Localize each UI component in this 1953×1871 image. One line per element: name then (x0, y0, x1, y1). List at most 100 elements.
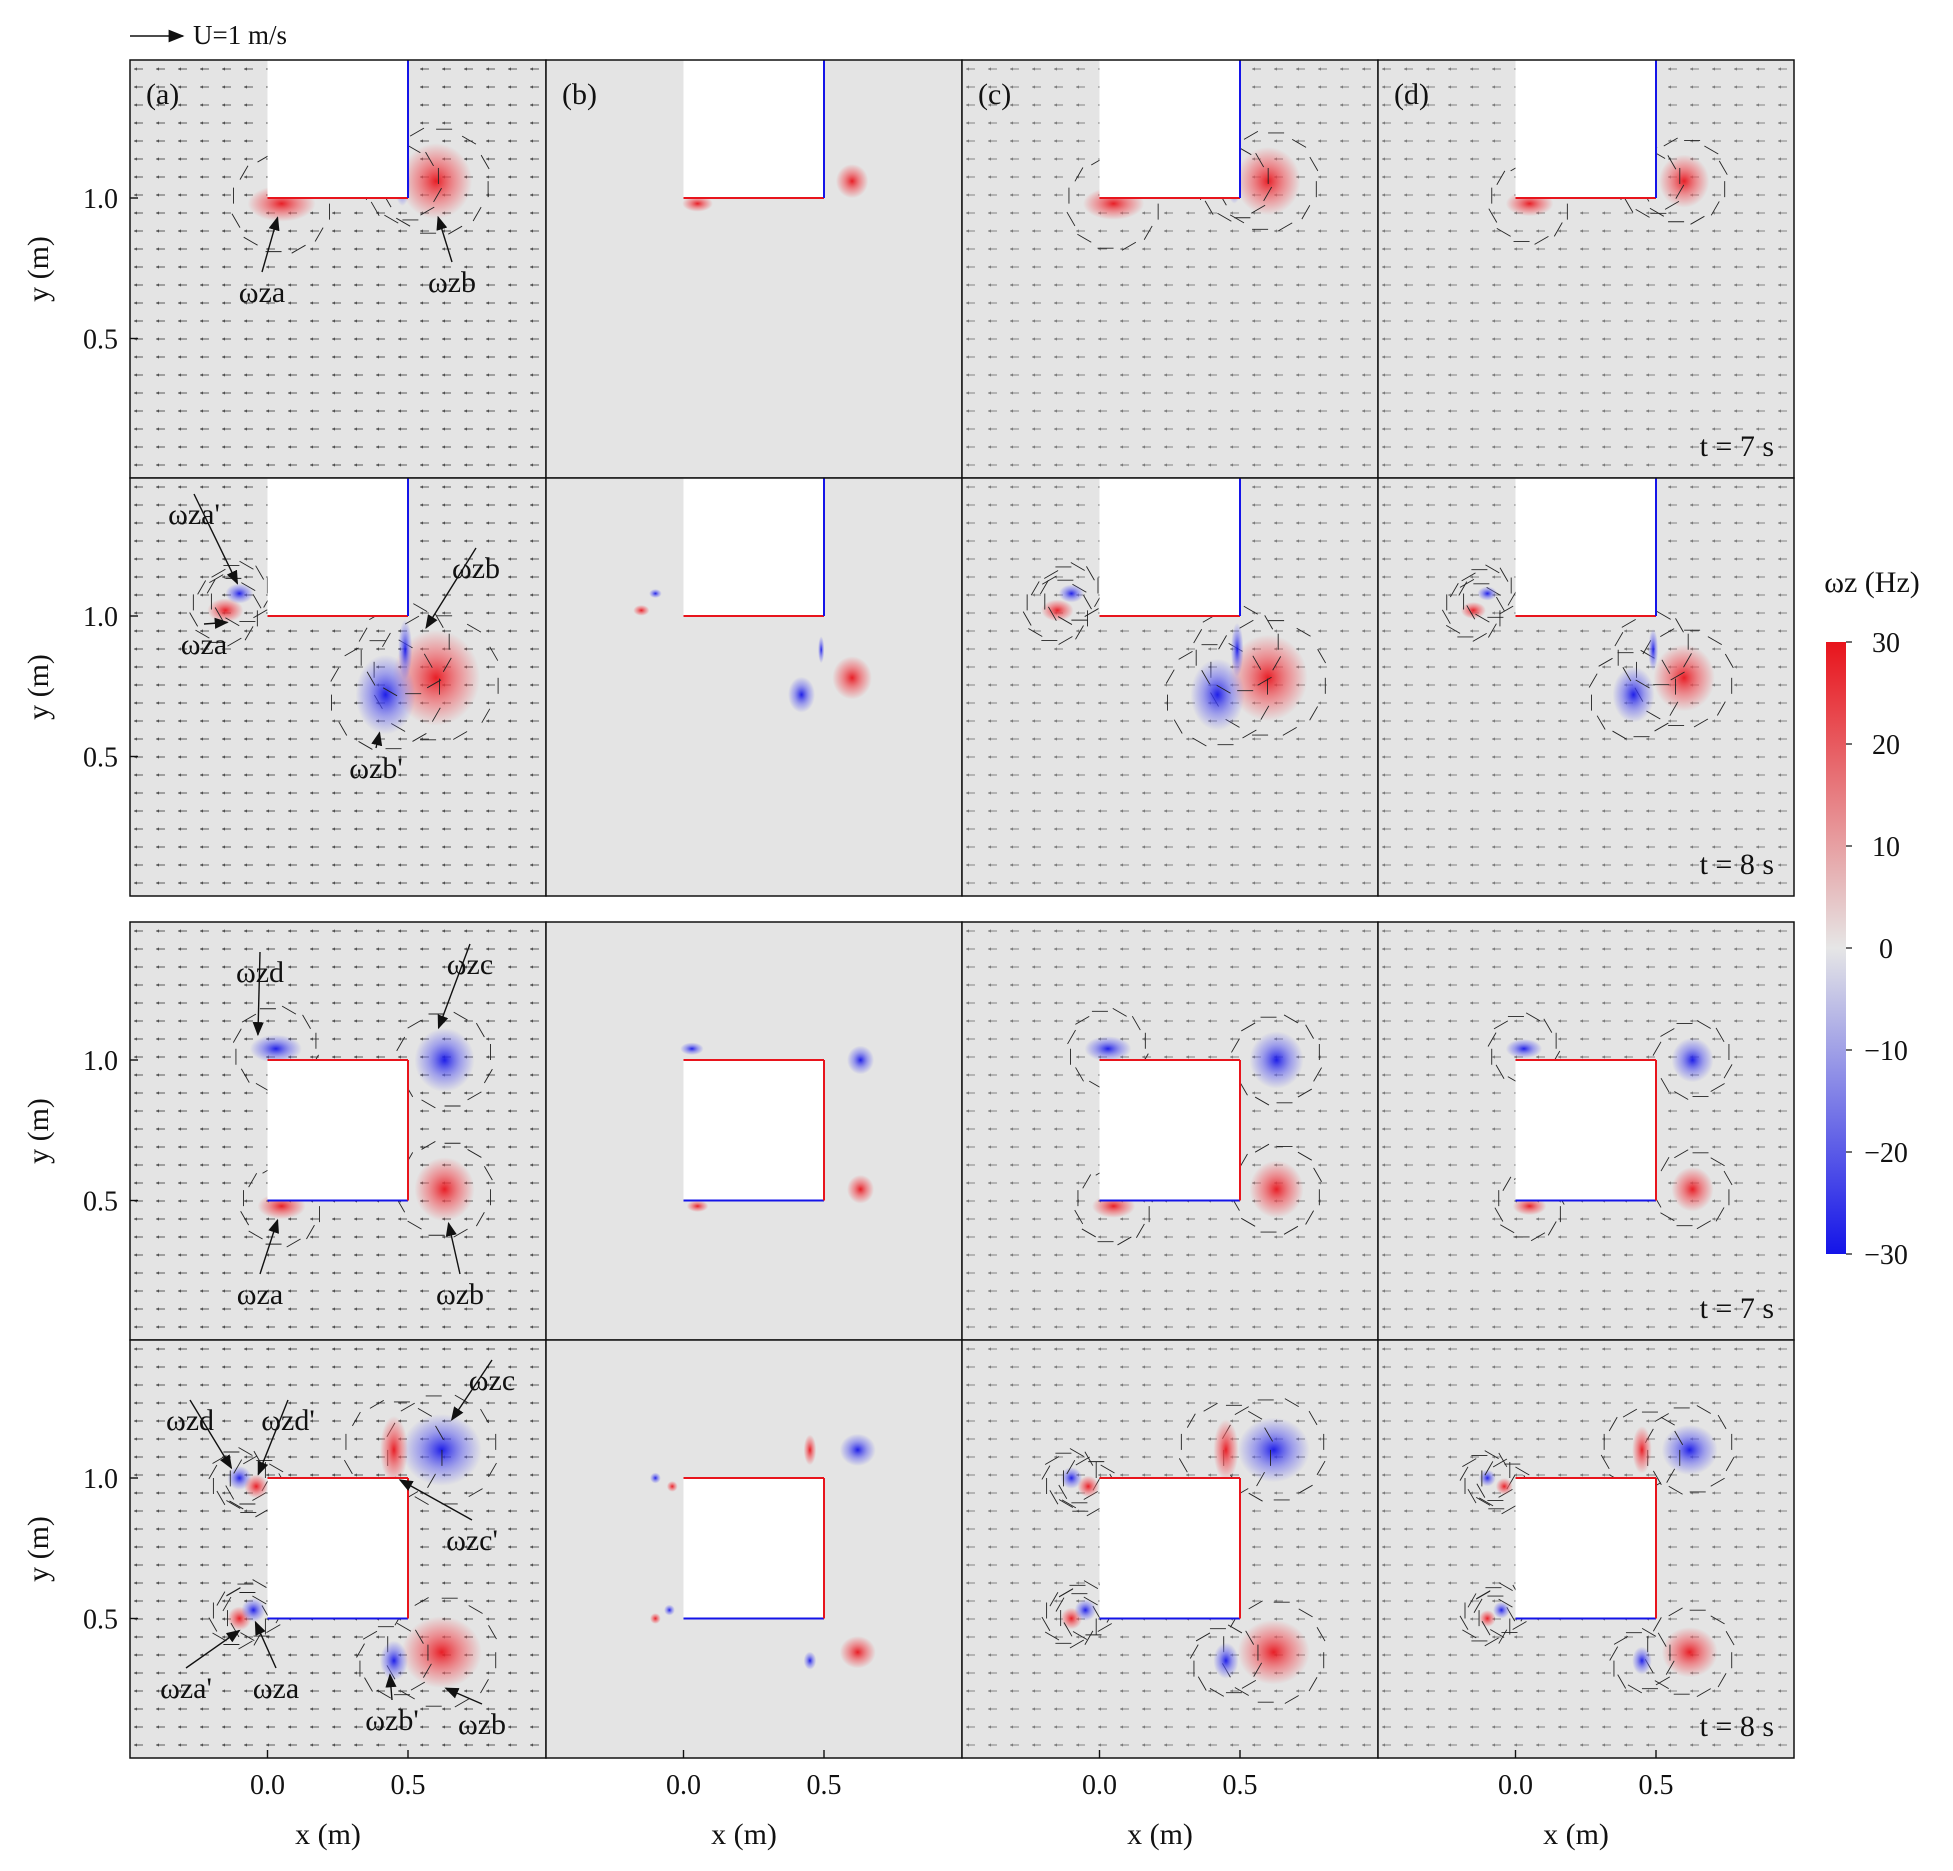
swirl-arrow (1459, 1615, 1469, 1630)
swirl-arrow (1487, 623, 1497, 638)
swirl-arrow (1077, 233, 1092, 243)
swirl-arrow (1696, 1020, 1711, 1029)
swirl-arrow (1069, 1448, 1085, 1457)
solid-block (267, 60, 408, 198)
swirl-arrow (1072, 1631, 1088, 1640)
swirl-arrow (1074, 1209, 1084, 1225)
positive-vortex-4 (1213, 1419, 1239, 1481)
swirl-arrow (1165, 669, 1175, 684)
negative-vortex-4 (355, 654, 416, 735)
swirl-arrow (1301, 205, 1311, 220)
panel-r3-c (961, 921, 1379, 1341)
x-tick-label: 0.0 (666, 1770, 701, 1801)
swirl-arrow (1502, 1176, 1512, 1191)
swirl-arrow (253, 609, 268, 619)
positive-vortex-1 (1041, 599, 1074, 622)
positive-vortex-4 (379, 1415, 408, 1484)
label-omega-za-r4: ωza (253, 1672, 299, 1705)
label-omega-zd-prime: ωzd' (261, 1404, 314, 1437)
swirl-arrow (1534, 235, 1549, 245)
swirl-arrow (370, 201, 380, 217)
swirl-arrow (229, 1500, 244, 1510)
solid-block (267, 1478, 408, 1619)
swirl-arrow (442, 657, 452, 672)
swirl-arrow (467, 1091, 482, 1101)
swirl-arrow (1660, 1077, 1670, 1093)
swirl-arrow (412, 733, 427, 742)
swirl-arrow (415, 1629, 424, 1644)
swirl-arrow (1467, 1593, 1477, 1608)
swirl-arrow (426, 679, 442, 689)
swirl-arrow (209, 574, 224, 584)
label-omega-zb-prime-arrow (371, 731, 383, 749)
swirl-arrow (1715, 1207, 1725, 1222)
swirl-arrow (1493, 1020, 1509, 1030)
swirl-arrow (1598, 657, 1613, 667)
swirl-arrow (1066, 1459, 1076, 1475)
swirl-arrow (1668, 1607, 1683, 1617)
swirl-arrow (431, 707, 441, 722)
swirl-arrow (266, 1624, 281, 1633)
swirl-arrow (240, 1211, 250, 1226)
swirl-arrow (1251, 204, 1266, 214)
swirl-arrow (396, 1036, 406, 1052)
positive-vortex-7 (1237, 1619, 1310, 1685)
negative-vortex-6 (1074, 1599, 1097, 1621)
swirl-arrow (423, 1663, 432, 1678)
swirl-arrow (396, 1622, 412, 1632)
negative-vortex-4 (788, 676, 816, 713)
panel-label-b: (b) (562, 78, 597, 111)
swirl-arrow (1660, 1416, 1675, 1426)
swirl-arrow (211, 568, 226, 578)
swirl-arrow (1313, 1167, 1322, 1182)
swirl-arrow (1030, 581, 1040, 596)
swirl-arrow (226, 1587, 241, 1596)
swirl-arrow (409, 127, 425, 137)
swirl-arrow (1498, 1582, 1513, 1592)
swirl-arrow (1717, 1672, 1727, 1688)
swirl-arrow (435, 1425, 444, 1440)
swirl-arrow (1649, 207, 1665, 217)
panel-frame (1377, 1339, 1795, 1759)
swirl-arrow (231, 213, 241, 228)
swirl-arrow (1622, 1408, 1638, 1418)
swirl-arrow (423, 653, 433, 668)
swirl-arrow (421, 1099, 436, 1109)
label-omega-zd-r4-arrow (189, 1399, 233, 1470)
swirl-arrow (483, 1166, 493, 1181)
swirl-arrow (1058, 1588, 1074, 1597)
swirl-arrow (1282, 726, 1297, 736)
negative-vortex-5 (398, 619, 413, 680)
label-omega-zd-r4: ωzd (166, 1404, 214, 1437)
negative-vortex-8 (1213, 1642, 1239, 1679)
swirl-arrow (480, 1408, 489, 1424)
swirl-arrow (413, 603, 428, 613)
swirl-arrow (255, 1083, 271, 1092)
swirl-arrow (1492, 1458, 1508, 1468)
x-axis-label: x (m) (1127, 1818, 1193, 1851)
y-tick-label: 0.5 (83, 1187, 118, 1218)
solid-block (683, 1478, 824, 1619)
swirl-arrow (1272, 656, 1282, 671)
swirl-arrow (1217, 212, 1232, 222)
positive-vortex-4 (803, 1434, 817, 1466)
swirl-arrow (1652, 1041, 1662, 1056)
panel-r2-c (961, 477, 1379, 897)
negative-vortex-1 (1084, 1036, 1132, 1062)
time-label: t = 7 s (1700, 430, 1774, 463)
panel-r1-b: (b) (545, 59, 963, 479)
panel-r4-a (129, 1339, 547, 1759)
swirl-arrow (1229, 214, 1245, 224)
swirl-arrow (1621, 619, 1636, 628)
swirl-arrow (1449, 582, 1459, 598)
swirl-arrow (480, 154, 490, 170)
swirl-arrow (483, 1068, 493, 1084)
negative-vortex-2 (649, 589, 662, 599)
label-omega-zc-prime-arrow (398, 1479, 473, 1521)
swirl-arrow (1100, 1464, 1115, 1474)
swirl-arrow (382, 687, 398, 697)
swirl-arrow (240, 1068, 250, 1083)
swirl-arrow (466, 623, 482, 633)
swirl-arrow (362, 1630, 378, 1640)
swirl-arrow (1675, 618, 1684, 633)
